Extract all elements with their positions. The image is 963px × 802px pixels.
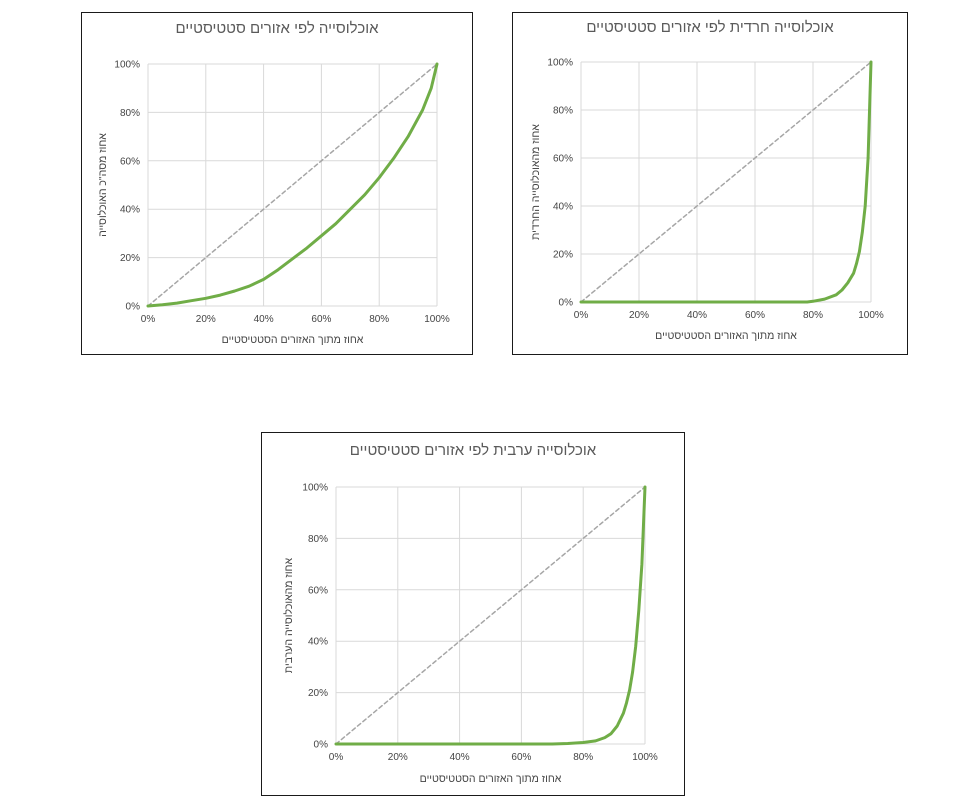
y-axis-label-total: אחוז מסה"כ האוכלוסייה bbox=[97, 133, 109, 237]
x-tick-label-arab: 20% bbox=[388, 752, 408, 763]
x-tick-label-haredi: 0% bbox=[574, 310, 589, 321]
y-tick-label-arab: 40% bbox=[308, 637, 328, 648]
chart-title-arab: אוכלוסייה ערבית לפי אזורים סטטיסטיים bbox=[350, 442, 597, 459]
x-tick-label-arab: 100% bbox=[632, 752, 658, 763]
y-tick-label-arab: 100% bbox=[302, 483, 328, 494]
x-tick-label-arab: 80% bbox=[573, 752, 593, 763]
x-tick-label-haredi: 80% bbox=[803, 310, 823, 321]
y-tick-label-total: 80% bbox=[120, 108, 140, 119]
y-axis-label-arab: אחוז מהאוכלוסייה הערבית bbox=[283, 558, 295, 674]
y-tick-label-arab: 60% bbox=[308, 585, 328, 596]
equality-line-haredi bbox=[580, 61, 872, 303]
y-tick-label-total: 20% bbox=[120, 253, 140, 264]
chart-panel-total-population: אוכלוסייה לפי אזורים סטטיסטיים 0% 20% 40% 60… bbox=[81, 12, 473, 355]
chart-panel-haredi-population: אוכלוסייה חרדית לפי אזורים סטטיסטיים 0% 20… bbox=[512, 12, 908, 355]
y-tick-label-haredi: 0% bbox=[559, 298, 574, 309]
y-tick-label-haredi: 60% bbox=[553, 154, 573, 165]
y-tick-label-haredi: 40% bbox=[553, 202, 573, 213]
distribution-curve-total bbox=[146, 62, 439, 308]
x-tick-label-haredi: 40% bbox=[687, 310, 707, 321]
chart-title-total: אוכלוסייה לפי אזורים סטטיסטיים bbox=[175, 20, 379, 37]
y-tick-label-haredi: 80% bbox=[553, 106, 573, 117]
x-axis-label-arab: אחוז מתוך האזורים הסטטיסטיים bbox=[420, 773, 562, 785]
distribution-curve-arab bbox=[334, 485, 647, 746]
y-axis-label-haredi: אחוז מהאוכלוסייה החרדית bbox=[530, 124, 542, 240]
y-tick-label-haredi: 100% bbox=[547, 58, 573, 69]
x-tick-label-arab: 60% bbox=[511, 752, 531, 763]
chart-svg-haredi-population: אוכלוסייה חרדית לפי אזורים סטטיסטיים 0% 20… bbox=[530, 19, 884, 342]
x-axis-label-haredi: אחוז מתוך האזורים הסטטיסטיים bbox=[655, 330, 797, 342]
x-tick-label-arab: 40% bbox=[450, 752, 470, 763]
equality-line-arab bbox=[335, 486, 646, 745]
x-tick-label-total: 40% bbox=[254, 314, 274, 325]
chart-panel-arab-population: אוכלוסייה ערבית לפי אזורים סטטיסטיים 0% 20… bbox=[261, 432, 685, 796]
y-tick-label-total: 0% bbox=[126, 302, 141, 313]
x-axis-label-total: אחוז מתוך האזורים הסטטיסטיים bbox=[222, 334, 364, 346]
equality-line-total bbox=[147, 63, 438, 307]
distribution-curve-haredi bbox=[579, 60, 873, 304]
x-tick-label-haredi: 20% bbox=[629, 310, 649, 321]
x-tick-label-haredi: 60% bbox=[745, 310, 765, 321]
chart-title-haredi: אוכלוסייה חרדית לפי אזורים סטטיסטיים bbox=[586, 19, 834, 36]
x-tick-label-arab: 0% bbox=[329, 752, 344, 763]
y-tick-label-arab: 20% bbox=[308, 688, 328, 699]
chart-svg-arab-population: אוכלוסייה ערבית לפי אזורים סטטיסטיים 0% 20… bbox=[283, 442, 658, 785]
x-tick-label-haredi: 100% bbox=[858, 310, 884, 321]
x-tick-label-total: 60% bbox=[311, 314, 331, 325]
y-tick-label-arab: 0% bbox=[314, 740, 329, 751]
y-tick-label-arab: 80% bbox=[308, 534, 328, 545]
y-tick-label-total: 60% bbox=[120, 156, 140, 167]
chart-svg-total-population: אוכלוסייה לפי אזורים סטטיסטיים 0% 20% 40% 60… bbox=[97, 20, 450, 346]
x-tick-label-total: 20% bbox=[196, 314, 216, 325]
y-tick-label-haredi: 20% bbox=[553, 250, 573, 261]
x-tick-label-total: 100% bbox=[424, 314, 450, 325]
y-tick-label-total: 100% bbox=[114, 60, 140, 71]
x-tick-label-total: 80% bbox=[369, 314, 389, 325]
y-tick-label-total: 40% bbox=[120, 205, 140, 216]
x-tick-label-total: 0% bbox=[141, 314, 156, 325]
